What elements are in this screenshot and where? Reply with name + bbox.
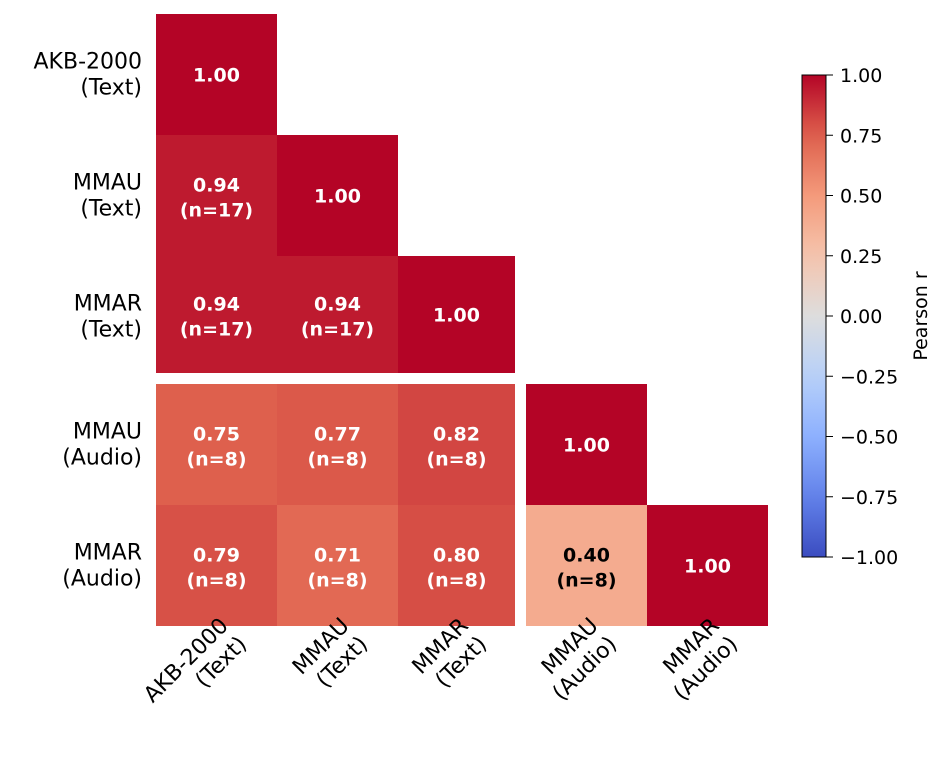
cell-n: (n=17): [301, 319, 374, 341]
cell-rect: [156, 256, 277, 373]
column-label: MMAR(Text): [408, 613, 492, 693]
heatmap-cell: 0.94 (n=17): [156, 256, 277, 373]
cell-value: 1.00: [193, 65, 240, 87]
cell-rect: [277, 384, 398, 505]
cell-value: 0.94: [193, 294, 240, 316]
cell-n: (n=8): [426, 449, 486, 471]
colorbar-tick-label: 0.25: [840, 246, 882, 268]
row-labels: AKB-2000(Text)MMAU(Text)MMAR(Text)MMAU(A…: [34, 50, 143, 592]
column-label: AKB-2000(Text): [139, 613, 252, 707]
cell-n: (n=17): [180, 319, 253, 341]
cell-n: (n=8): [186, 570, 246, 592]
heatmap-cell: 0.75 (n=8): [156, 384, 277, 505]
cell-value: 1.00: [563, 435, 610, 457]
cell-rect: [277, 505, 398, 626]
row-label: MMAU: [73, 171, 142, 196]
cell-value: 0.80: [433, 545, 480, 567]
cell-value: 1.00: [684, 556, 731, 578]
cell-value: 0.94: [314, 294, 361, 316]
colorbar-tick-label: −0.50: [840, 427, 898, 449]
cell-rect: [156, 384, 277, 505]
colorbar-gradient: [801, 74, 827, 558]
cell-rect: [156, 135, 277, 256]
row-label: (Text): [80, 197, 142, 222]
colorbar-tick-label: −1.00: [840, 547, 898, 569]
row-label: (Text): [80, 76, 142, 101]
heatmap-cell: 0.82 (n=8): [398, 384, 515, 505]
cell-rect: [398, 384, 515, 505]
heatmap-cell: 0.80 (n=8): [398, 505, 515, 626]
heatmap-cell: 1.00: [277, 135, 398, 256]
heatmap-cell: 0.71 (n=8): [277, 505, 398, 626]
column-labels: AKB-2000(Text) MMAU(Text) MMAR(Text) MMAU(A…: [139, 613, 743, 707]
cell-rect: [398, 505, 515, 626]
cell-rect: [156, 505, 277, 626]
cell-n: (n=8): [186, 449, 246, 471]
row-label: MMAR: [74, 541, 142, 566]
cell-value: 0.75: [193, 424, 240, 446]
cell-n: (n=8): [307, 449, 367, 471]
cell-value: 0.94: [193, 175, 240, 197]
cell-rect: [398, 256, 515, 373]
cell-rect: [526, 384, 647, 505]
colorbar-tick-label: −0.75: [840, 487, 898, 509]
cell-value: 1.00: [433, 305, 480, 327]
row-label: (Text): [80, 318, 142, 343]
cell-value: 0.82: [433, 424, 480, 446]
cell-value: 0.40: [563, 545, 610, 567]
colorbar: 1.00 0.75 0.50 0.25 0.00 −0.25 −0.50 −0.75 −1.00…: [801, 65, 932, 569]
colorbar-tick-label: 1.00: [840, 65, 882, 87]
cell-rect: [526, 505, 647, 626]
cell-rect: [277, 256, 398, 373]
row-label: MMAR: [74, 292, 142, 317]
row-label: (Audio): [62, 446, 142, 471]
heatmap-cell: 0.79 (n=8): [156, 505, 277, 626]
colorbar-tick-label: 0.75: [840, 125, 882, 147]
cell-value: 0.79: [193, 545, 240, 567]
cell-value: 0.71: [314, 545, 361, 567]
cell-rect: [647, 505, 768, 626]
cell-value: 0.77: [314, 424, 361, 446]
heatmap-cell: 0.77 (n=8): [277, 384, 398, 505]
heatmap-cell: 0.94 (n=17): [277, 256, 398, 373]
colorbar-tick-label: −0.25: [840, 366, 898, 388]
cell-rect: [156, 14, 277, 135]
heatmap-cell: 1.00: [526, 384, 647, 505]
cell-value: 1.00: [314, 186, 361, 208]
heatmap-cell: 1.00: [156, 14, 277, 135]
row-label: MMAU: [73, 420, 142, 445]
heatmap-cell: 0.40 (n=8): [526, 505, 647, 626]
column-label: MMAR(Audio): [659, 613, 743, 705]
colorbar-tick-label: 0.00: [840, 306, 882, 328]
column-label: MMAU(Audio): [537, 613, 622, 705]
row-label: (Audio): [62, 567, 142, 592]
cell-n: (n=8): [307, 570, 367, 592]
colorbar-label: Pearson r: [910, 271, 932, 361]
cell-rect: [277, 135, 398, 256]
cell-n: (n=8): [426, 570, 486, 592]
column-label: MMAU(Text): [288, 613, 373, 693]
row-label: AKB-2000: [34, 50, 143, 75]
cell-n: (n=8): [556, 570, 616, 592]
heatmap-cell: 1.00: [398, 256, 515, 373]
colorbar-tick-label: 0.50: [840, 186, 882, 208]
heatmap-cell: 1.00: [647, 505, 768, 626]
heatmap-cells: 1.00 0.94 (n=17) 1.00 0.94 (n=17) 0.94 (n=17) 1.…: [156, 14, 768, 626]
heatmap-cell: 0.94 (n=17): [156, 135, 277, 256]
cell-n: (n=17): [180, 200, 253, 222]
